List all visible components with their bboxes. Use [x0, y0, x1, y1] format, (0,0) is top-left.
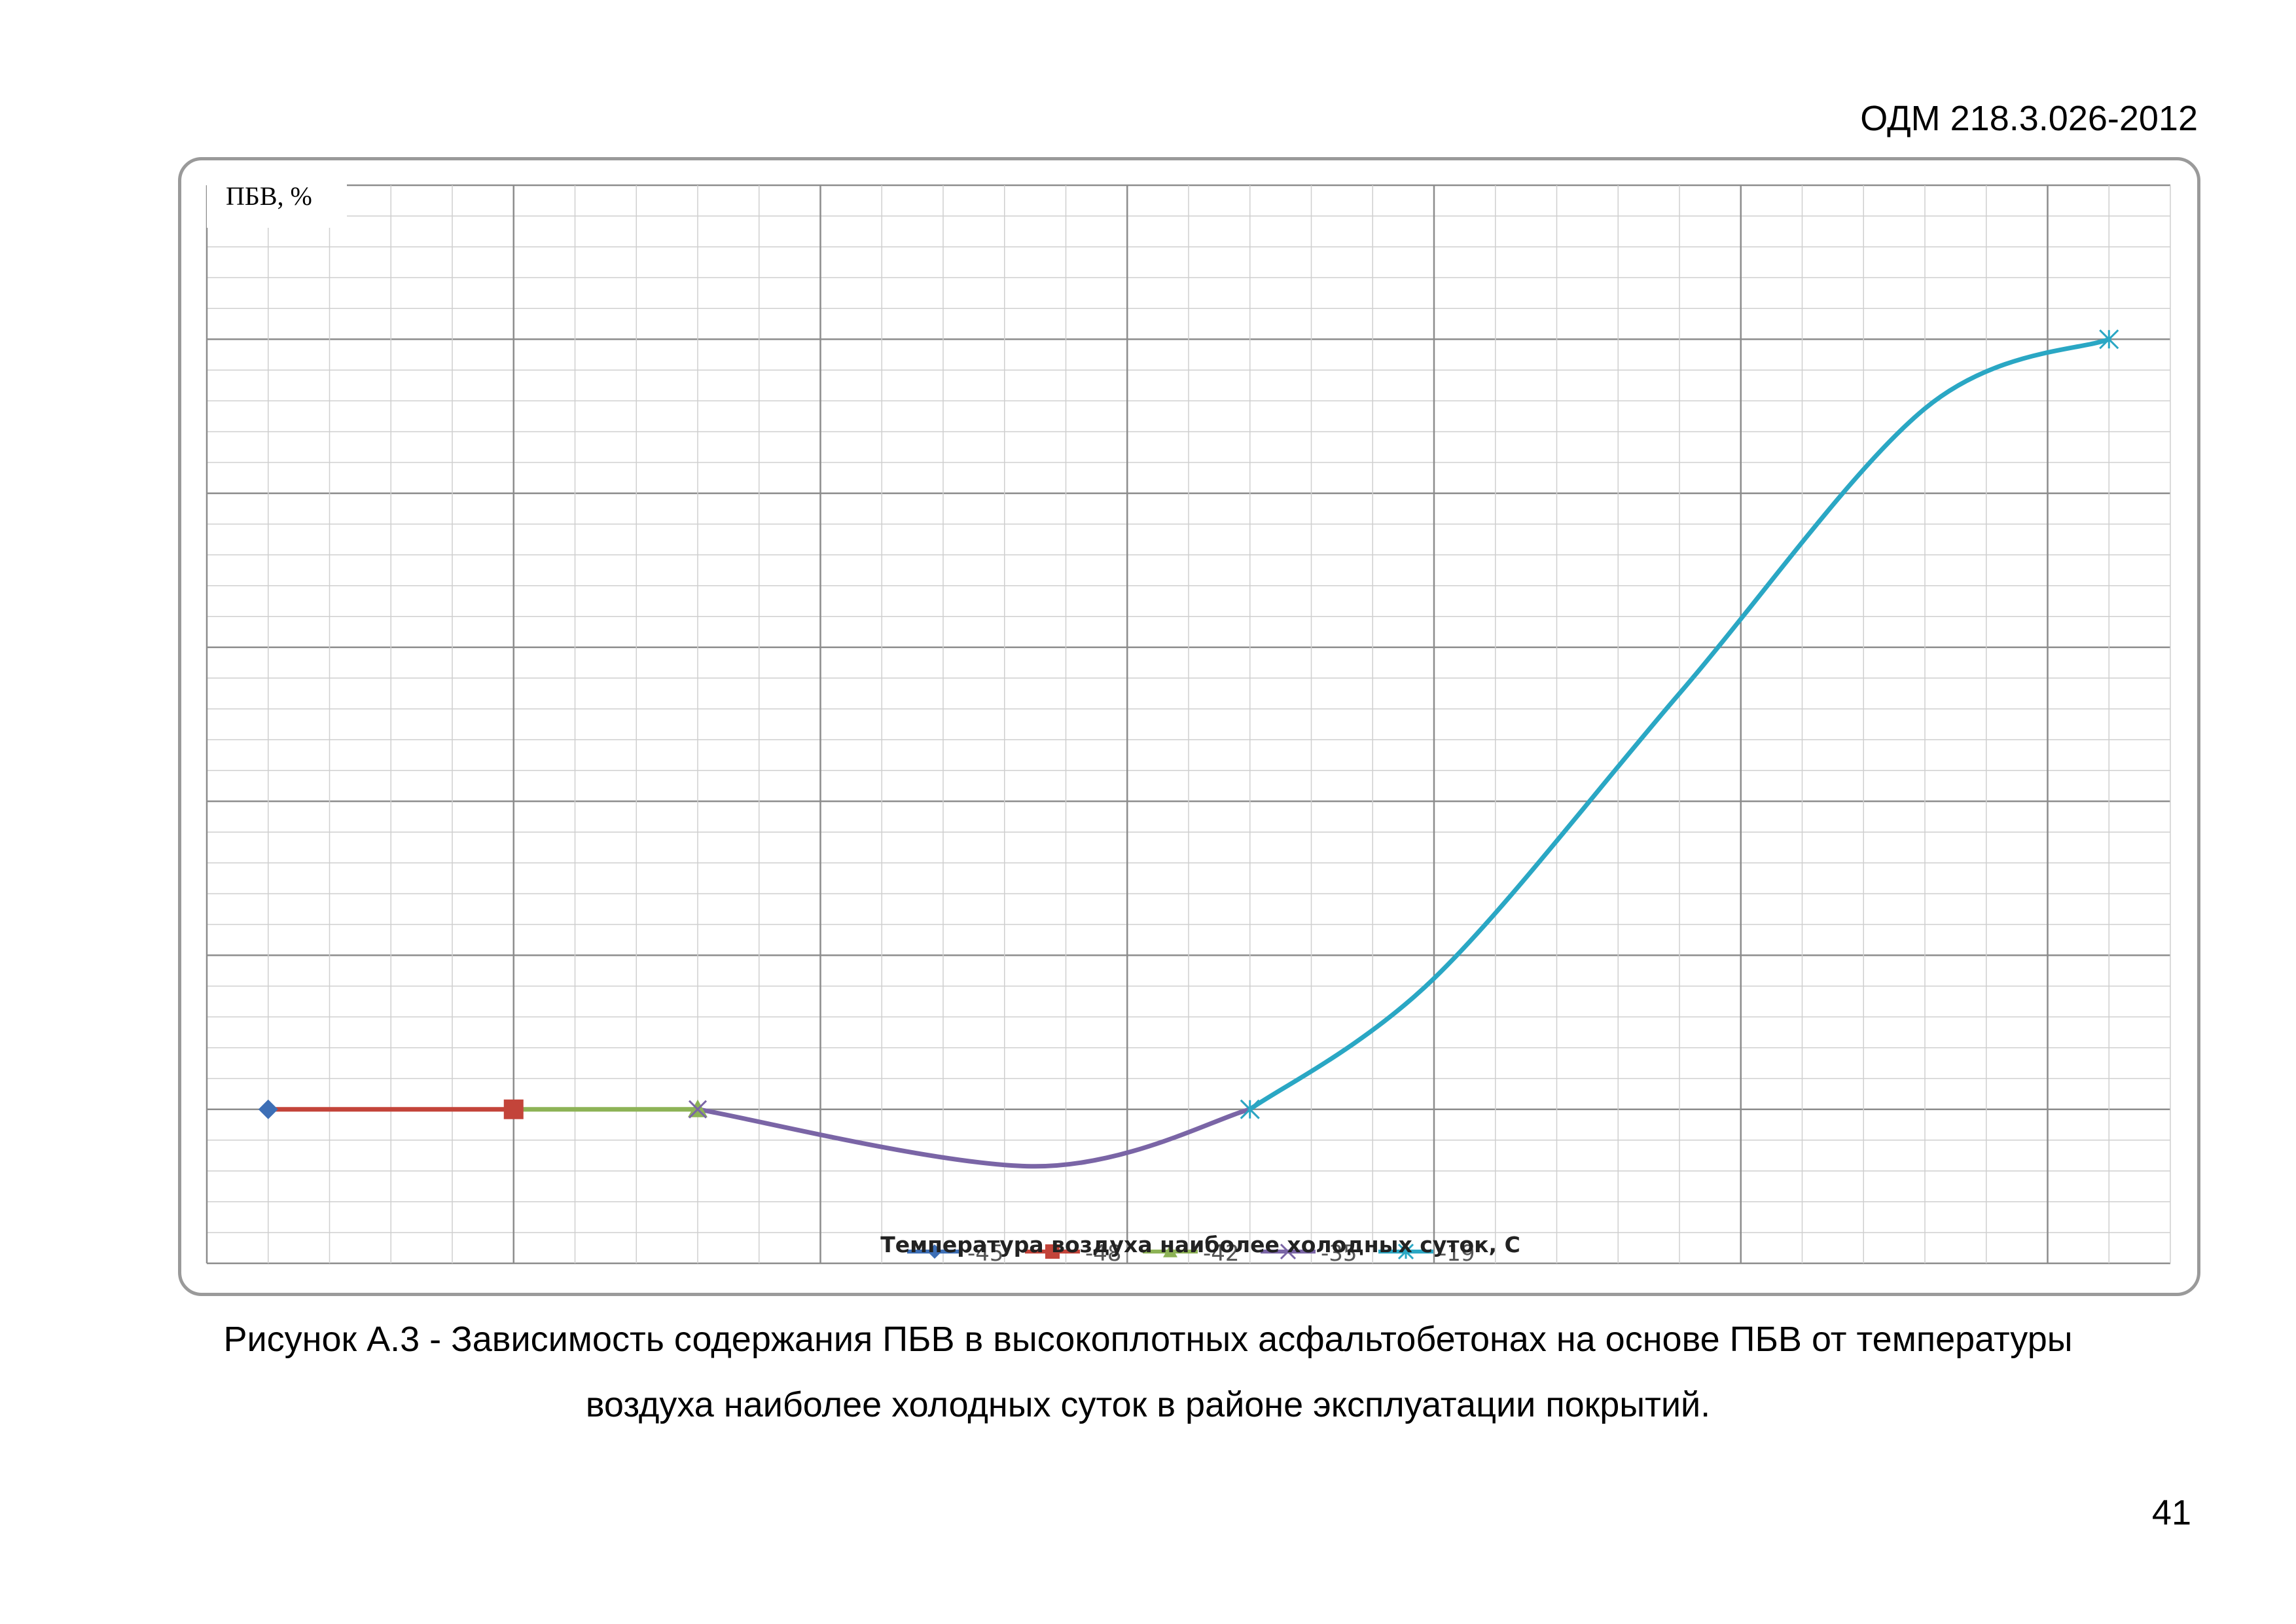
document-code: ОДМ 218.3.026-2012	[1860, 99, 2198, 138]
series-point-3-0	[688, 1100, 708, 1119]
legend-label-0: -45	[967, 1240, 1004, 1267]
legend-label-2: -42	[1203, 1240, 1240, 1267]
legend-label-1: -48	[1085, 1240, 1122, 1267]
series-point-0-0	[258, 1099, 278, 1119]
chart-grid	[206, 184, 2171, 1265]
series-point-4-4	[2099, 329, 2119, 350]
chart-markers	[258, 329, 2119, 1119]
series-line-4	[1247, 336, 2111, 1112]
series-point-4-0	[1240, 1099, 1260, 1119]
legend-marker-0	[927, 1244, 942, 1259]
x-axis-label: Температура воздуха наиболее холодных су…	[880, 1232, 1520, 1257]
y-axis-label: ПБВ, %	[226, 181, 312, 211]
series-line-3	[695, 1107, 1253, 1169]
legend-marker-2	[1163, 1244, 1177, 1257]
legend-marker-4	[1397, 1243, 1414, 1260]
legend-marker-1	[1045, 1244, 1060, 1259]
chart-frame	[178, 157, 2200, 1296]
series-point-1-1	[503, 1099, 524, 1119]
figure-caption-line-2: воздуха наиболее холодных суток в районе…	[585, 1385, 1711, 1424]
ylabel-background	[207, 177, 347, 228]
legend-label-4: -19	[1439, 1240, 1475, 1267]
chart-legend: -45 -48 -42 -35 -19	[907, 1240, 1475, 1267]
chart-series	[266, 336, 2111, 1169]
legend-marker-3	[1280, 1243, 1297, 1260]
legend-label-3: -35	[1321, 1240, 1357, 1267]
figure-caption-line-1: Рисунок А.3 - Зависимость содержания ПБВ…	[223, 1320, 2073, 1359]
page-number: 41	[2151, 1493, 2191, 1532]
